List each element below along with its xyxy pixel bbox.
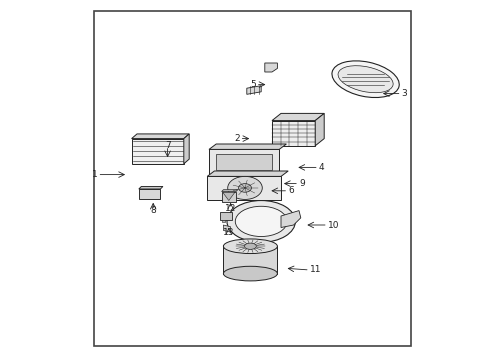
Polygon shape: [222, 192, 235, 201]
Text: 1: 1: [92, 170, 98, 179]
Polygon shape: [220, 212, 232, 220]
Text: 6: 6: [288, 186, 294, 195]
Ellipse shape: [332, 61, 399, 98]
Polygon shape: [139, 186, 163, 189]
Text: 2: 2: [234, 134, 240, 143]
Polygon shape: [207, 176, 281, 200]
Polygon shape: [132, 139, 184, 164]
Polygon shape: [247, 86, 261, 94]
Text: 10: 10: [328, 220, 339, 230]
Text: 3: 3: [402, 89, 407, 98]
Ellipse shape: [245, 243, 256, 249]
Bar: [94, 11, 411, 346]
Polygon shape: [281, 211, 301, 228]
Ellipse shape: [239, 184, 251, 192]
Ellipse shape: [228, 176, 262, 199]
Text: 11: 11: [310, 266, 321, 275]
Ellipse shape: [227, 201, 295, 242]
Polygon shape: [265, 63, 277, 72]
Polygon shape: [315, 113, 324, 146]
Polygon shape: [272, 121, 315, 146]
Text: 4: 4: [319, 163, 324, 172]
Polygon shape: [272, 113, 324, 121]
Text: 8: 8: [150, 206, 156, 215]
Polygon shape: [223, 246, 277, 274]
Polygon shape: [216, 154, 272, 170]
Polygon shape: [139, 189, 160, 199]
Text: 12: 12: [225, 204, 236, 213]
Polygon shape: [209, 149, 279, 175]
Ellipse shape: [338, 66, 393, 93]
Polygon shape: [221, 220, 225, 222]
Polygon shape: [132, 134, 189, 139]
Ellipse shape: [223, 239, 277, 253]
Text: 7: 7: [165, 141, 171, 150]
Text: 9: 9: [299, 179, 305, 188]
Text: 5: 5: [250, 80, 256, 89]
Polygon shape: [223, 225, 231, 232]
Polygon shape: [221, 190, 238, 192]
Polygon shape: [209, 144, 286, 149]
Polygon shape: [184, 134, 189, 164]
Ellipse shape: [235, 206, 287, 237]
Ellipse shape: [223, 266, 277, 281]
Text: 13: 13: [223, 228, 235, 237]
Polygon shape: [207, 171, 288, 176]
Polygon shape: [221, 192, 236, 202]
